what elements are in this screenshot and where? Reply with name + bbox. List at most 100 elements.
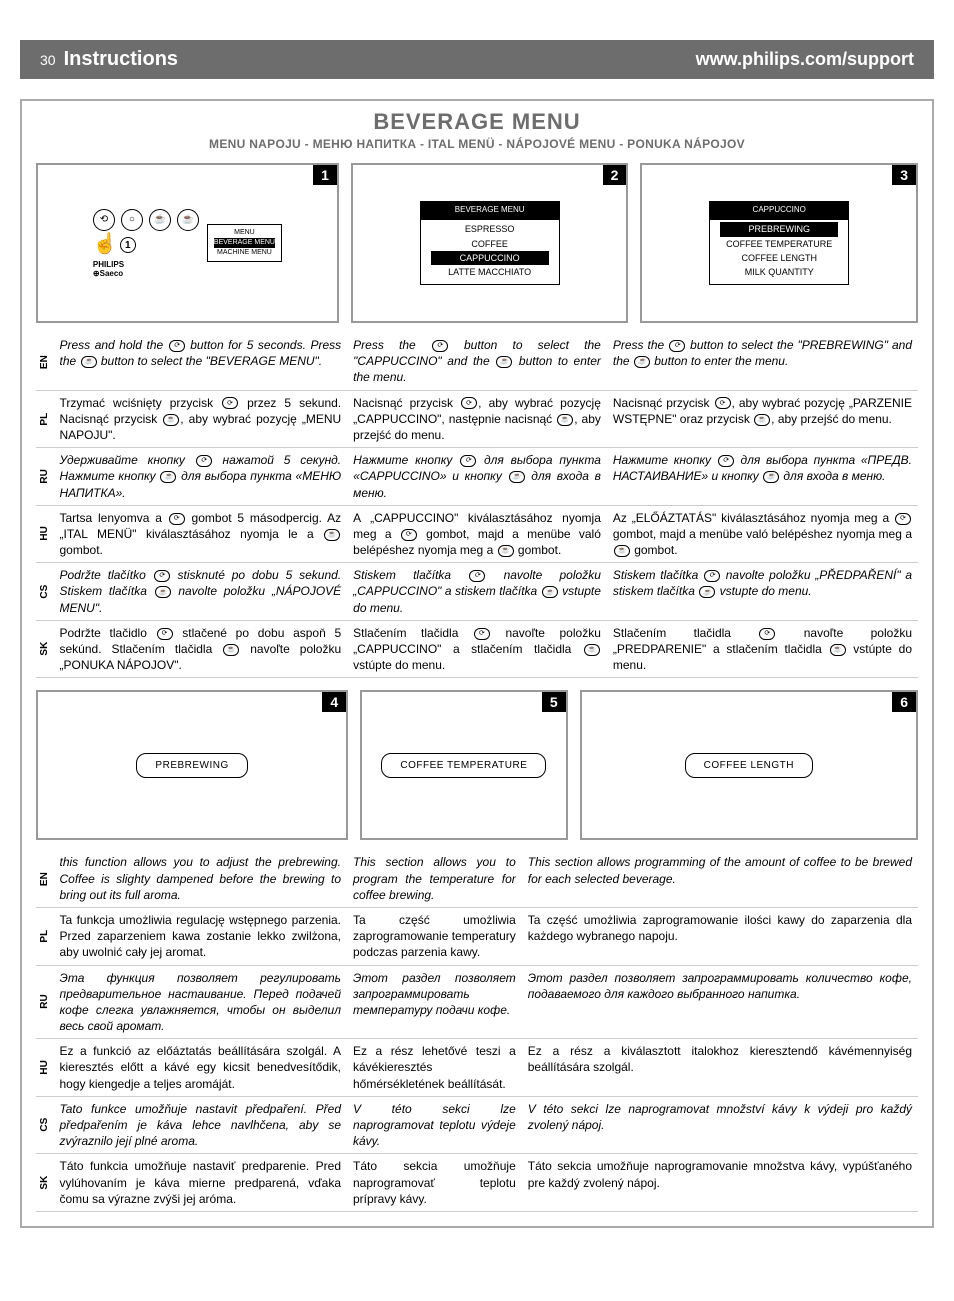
menu-screen: BEVERAGE MENU ESPRESSO COFFEE CAPPUCCINO… (420, 201, 560, 284)
rotate-icon: ⟳ (157, 628, 173, 640)
cup-icon: ☕ (557, 414, 573, 426)
menu-item-hl: CAPPUCCINO (431, 251, 549, 265)
lang-label: RU (36, 965, 54, 1039)
rotate-icon: ⟳ (222, 397, 238, 409)
rotate-icon: ⟳ (669, 340, 685, 352)
rotate-icon: ⟳ (469, 570, 485, 582)
table-row: SKTáto funkcia umožňuje nastaviť predpar… (36, 1154, 918, 1212)
instruction-cell: Podržte tlačidlo ⟳ stlačené po dobu aspo… (54, 620, 348, 678)
instruction-cell: Ta część umożliwia zaprogramowanie tempe… (347, 907, 522, 965)
lang-label: RU (36, 448, 54, 506)
screen-line: MENU (234, 229, 255, 236)
lang-label: HU (36, 1039, 54, 1097)
screen-line-hl: BEVERAGE MENU (214, 238, 275, 248)
instruction-cell: Ez a rész lehetővé teszi a kávékiereszté… (347, 1039, 522, 1097)
lang-label: PL (36, 390, 54, 448)
rotate-icon: ⟳ (759, 628, 775, 640)
manual-page: 30 Instructions www.philips.com/support … (20, 40, 934, 1228)
instruction-cell: Táto sekcia umožňuje naprogramovať teplo… (347, 1154, 522, 1212)
lang-label: SK (36, 1154, 54, 1212)
menu-item: ESPRESSO (431, 222, 549, 236)
instruction-cell: Эта функция позволяет регулировать предв… (54, 965, 348, 1039)
cup-icon: ☕ (149, 209, 171, 231)
control-buttons: ⟲ ○ ☕ ☕ (93, 209, 199, 231)
instruction-cell: this function allows you to adjust the p… (54, 850, 348, 907)
machine-illustration: ⟲ ○ ☕ ☕ ☝ 1 PHILIPS⊕Saeco MENU BE (93, 209, 282, 278)
table-row: HUTartsa lenyomva a ⟳ gombot 5 másodperc… (36, 505, 918, 563)
cup-icon: ☕ (160, 471, 176, 483)
instruction-cell: Tartsa lenyomva a ⟳ gombot 5 másodpercig… (54, 505, 348, 563)
cup-icon: ☕ (614, 545, 630, 557)
header-bar: 30 Instructions www.philips.com/support (20, 40, 934, 79)
brand-label: PHILIPS⊕Saeco (93, 260, 124, 278)
panel-5: 5 COFFEE TEMPERATURE (360, 690, 567, 840)
table-row: PLTrzymać wciśnięty przycisk ⟳ przez 5 s… (36, 390, 918, 448)
content-box: BEVERAGE MENU MENU NAPOJU - МЕНЮ НАПИТКА… (20, 99, 934, 1228)
cup-icon: ☕ (81, 356, 97, 368)
cup-icon: ☕ (763, 471, 779, 483)
instruction-cell: This section allows you to program the t… (347, 850, 522, 907)
screen-title: CAPPUCCINO (710, 202, 848, 220)
page-number: 30 (40, 52, 56, 68)
section-title: BEVERAGE MENU (36, 109, 918, 135)
panel-number: 6 (892, 692, 916, 712)
cup2-icon: ☕ (177, 209, 199, 231)
panel-row-top: 1 ⟲ ○ ☕ ☕ ☝ 1 PHILIPS⊕Saeco (36, 163, 918, 323)
instruction-cell: Az „ELŐÁZTATÁS" kiválasztásához nyomja m… (607, 505, 918, 563)
rotate-icon: ⟳ (895, 513, 911, 525)
table-row: RUУдерживайте кнопку ⟳ нажатой 5 секунд.… (36, 448, 918, 506)
instruction-cell: V této sekci lze naprogramovat teplotu v… (347, 1096, 522, 1154)
header-url: www.philips.com/support (696, 49, 914, 70)
lang-label: HU (36, 505, 54, 563)
machine-screen: MENU BEVERAGE MENU MACHINE MENU (207, 224, 282, 261)
menu-item-hl: PREBREWING (720, 222, 838, 236)
section-subtitle: MENU NAPOJU - МЕНЮ НАПИТКА - ITAL MENÜ -… (36, 137, 918, 151)
lang-label: PL (36, 907, 54, 965)
menu-item: COFFEE LENGTH (720, 251, 838, 265)
cup-icon: ☕ (542, 586, 558, 598)
instruction-cell: Táto funkcia umožňuje nastaviť predparen… (54, 1154, 348, 1212)
cup-icon: ☕ (496, 356, 512, 368)
panel-4: 4 PREBREWING (36, 690, 348, 840)
setting-label: COFFEE TEMPERATURE (381, 753, 546, 778)
instruction-cell: Ta funkcja umożliwia regulację wstępnego… (54, 907, 348, 965)
table-row: ENPress and hold the ⟳ button for 5 seco… (36, 333, 918, 390)
rotate-icon: ⟳ (401, 529, 417, 541)
rotate-icon: ⟳ (169, 340, 185, 352)
menu-item: LATTE MACCHIATO (431, 265, 549, 279)
cup-icon: ☕ (754, 414, 770, 426)
panel-number: 4 (322, 692, 346, 712)
screen-title: BEVERAGE MENU (421, 202, 559, 220)
instruction-cell: Ez a rész a kiválasztott italokhoz kiere… (522, 1039, 918, 1097)
screen-line: MACHINE MENU (217, 249, 272, 256)
step-badge: 1 (120, 237, 136, 253)
cup-icon: ☕ (498, 545, 514, 557)
rotate-icon: ⟳ (715, 397, 731, 409)
instruction-cell: Podržte tlačítko ⟳ stisknuté po dobu 5 s… (54, 563, 348, 621)
table-row: SKPodržte tlačidlo ⟳ stlačené po dobu as… (36, 620, 918, 678)
cup-icon: ☕ (584, 644, 600, 656)
instruction-cell: A „CAPPUCCINO" kiválasztásához nyomja me… (347, 505, 607, 563)
instruction-table-1: ENPress and hold the ⟳ button for 5 seco… (36, 333, 918, 678)
instruction-cell: Tato funkce umožňuje nastavit předpaření… (54, 1096, 348, 1154)
rotate-icon: ⟳ (154, 570, 170, 582)
instruction-cell: Нажмите кнопку ⟳ для выбора пункта «ПРЕД… (607, 448, 918, 506)
instruction-cell: Nacisnąć przycisk ⟳, aby wybrać pozycję … (347, 390, 607, 448)
hand-icon: ☝ (93, 231, 118, 256)
back-icon: ⟲ (93, 209, 115, 231)
panel-2: 2 BEVERAGE MENU ESPRESSO COFFEE CAPPUCCI… (351, 163, 629, 323)
header-title: Instructions (64, 48, 696, 71)
setting-label: PREBREWING (136, 753, 247, 778)
lang-label: EN (36, 333, 54, 390)
circle-icon: ○ (121, 209, 143, 231)
table-row: ENthis function allows you to adjust the… (36, 850, 918, 907)
panel-row-bottom: 4 PREBREWING 5 COFFEE TEMPERATURE 6 COFF… (36, 690, 918, 840)
cup-icon: ☕ (509, 471, 525, 483)
table-row: RUЭта функция позволяет регулировать пре… (36, 965, 918, 1039)
cup-icon: ☕ (634, 356, 650, 368)
instruction-cell: Stlačením tlačidla ⟳ navoľte položku „CA… (347, 620, 607, 678)
table-row: CSTato funkce umožňuje nastavit předpaře… (36, 1096, 918, 1154)
panel-number: 1 (313, 165, 337, 185)
instruction-cell: This section allows programming of the a… (522, 850, 918, 907)
lang-label: EN (36, 850, 54, 907)
